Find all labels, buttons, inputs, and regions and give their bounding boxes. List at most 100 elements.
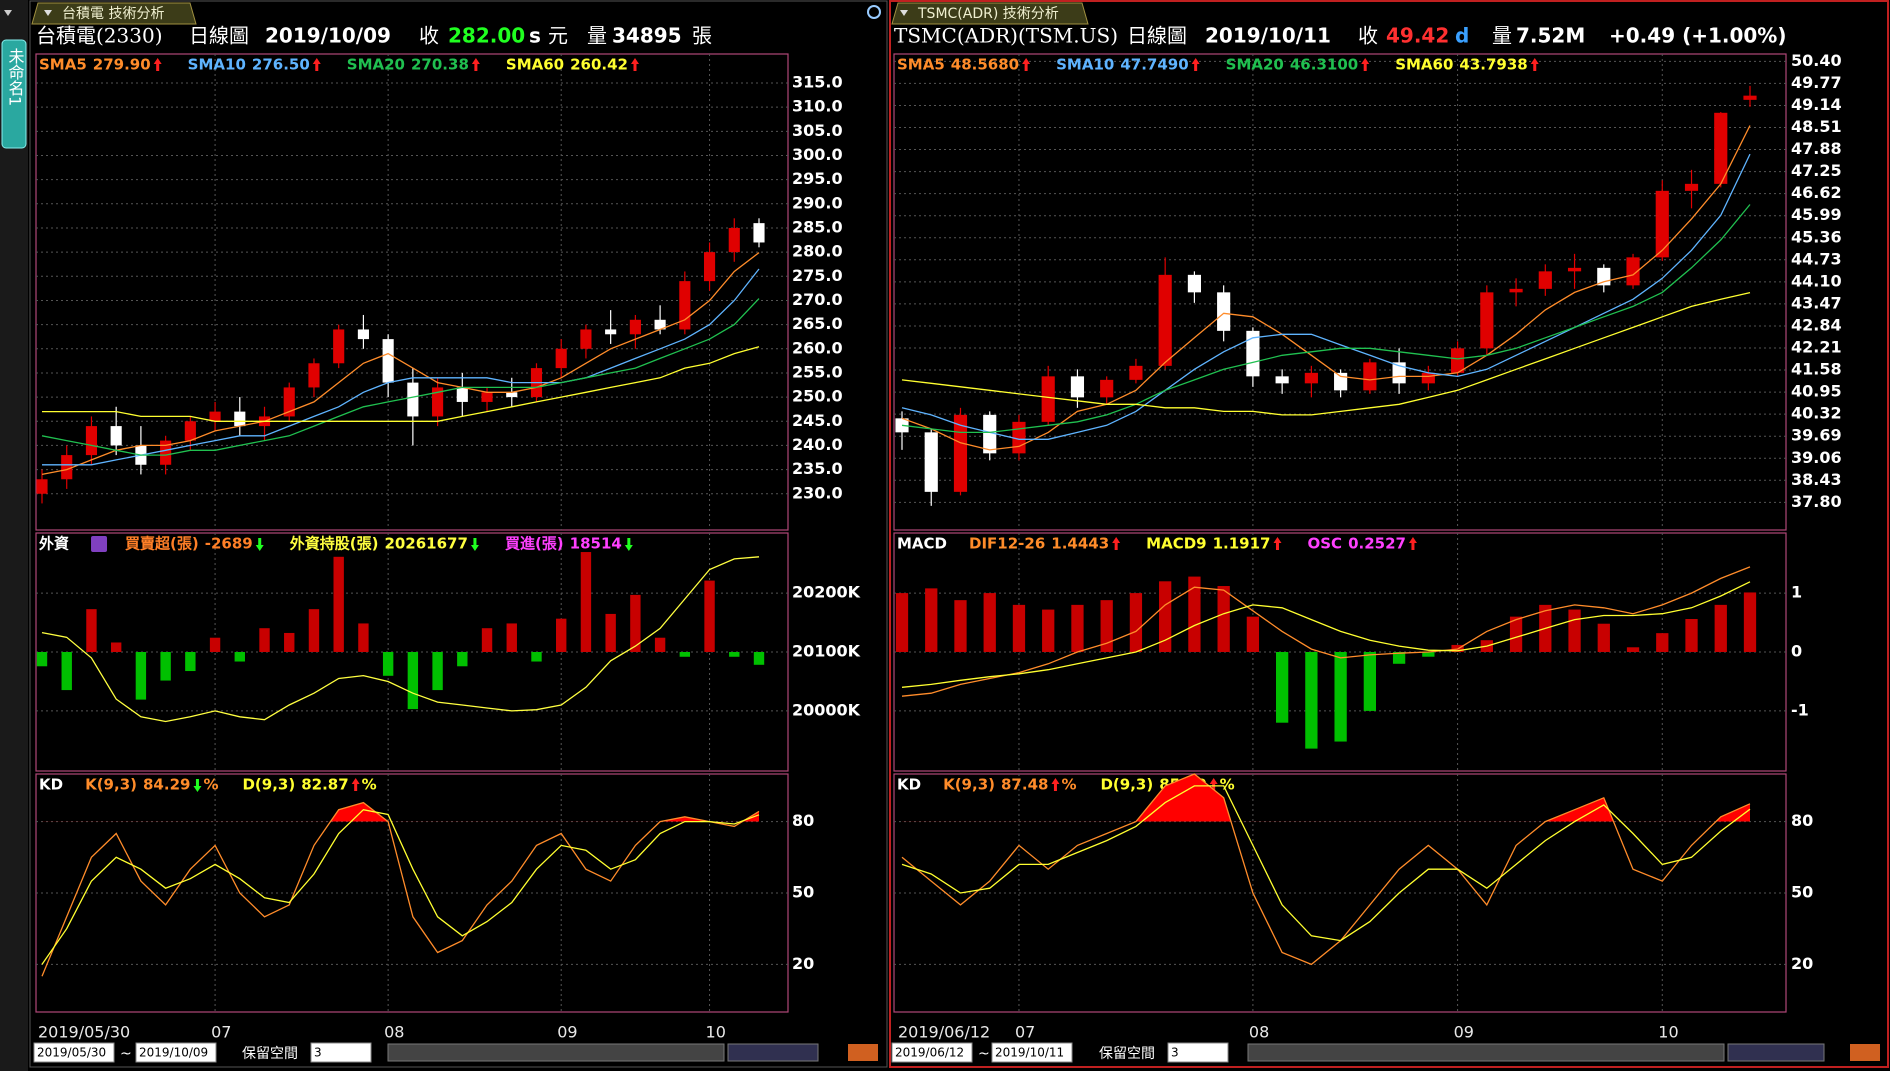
bar	[1217, 586, 1230, 652]
trend-arrow	[1273, 537, 1282, 550]
bar	[1042, 609, 1055, 652]
x-tick-label: 07	[211, 1023, 231, 1042]
bar	[1334, 652, 1347, 742]
alert-button[interactable]	[848, 1044, 878, 1061]
bar	[654, 637, 666, 652]
legend-suffix: %	[1220, 776, 1235, 794]
y-tick-label: 45.36	[1791, 227, 1842, 246]
y-tick-label: 230.0	[792, 483, 843, 502]
volume: 34895	[612, 24, 682, 48]
bar	[1159, 581, 1172, 652]
date-to-text[interactable]: 2019/10/11	[995, 1046, 1064, 1060]
reserve-value[interactable]: 3	[314, 1046, 322, 1060]
sidebar	[0, 0, 28, 1071]
date-to-text[interactable]: 2019/10/09	[139, 1046, 208, 1060]
bar	[679, 652, 691, 657]
y-tick-label: 50.40	[1791, 51, 1842, 70]
y-tick-label: 46.62	[1791, 183, 1842, 202]
date-from-text[interactable]: 2019/05/30	[37, 1046, 106, 1060]
candle-body	[654, 319, 666, 330]
alert-button[interactable]	[1850, 1044, 1880, 1061]
y-tick-label: 38.43	[1791, 470, 1842, 489]
y-tick-label: 310.0	[792, 97, 843, 116]
date-from[interactable]	[891, 1042, 973, 1063]
tab-arrow[interactable]	[44, 10, 52, 16]
series-line	[41, 556, 760, 723]
date-to[interactable]	[991, 1042, 1073, 1063]
legend-value: 1.4443	[1051, 535, 1109, 553]
window-title[interactable]: TSMC(ADR) 技術分析	[917, 6, 1059, 22]
candle-body	[1538, 271, 1552, 289]
bar	[1743, 592, 1757, 652]
scrollbar[interactable]	[387, 1043, 725, 1062]
bar	[1685, 619, 1698, 652]
nav-buttons[interactable]	[727, 1043, 819, 1062]
legend-value: 279.90	[93, 56, 151, 74]
candle-body	[1509, 288, 1523, 293]
y-tick-label: 47.88	[1791, 139, 1842, 158]
bar	[1100, 600, 1113, 652]
candle-body	[555, 348, 567, 369]
sidebar-tab[interactable]	[1, 39, 27, 149]
toolbar: 2019/05/30 ~ 2019/10/09 保留空間 3 2019/06/1…	[33, 1042, 1880, 1063]
panel: 230.0 235.0 240.0 245.0 250.0 255.0 260.0 265.0…	[35, 53, 843, 531]
bar	[1714, 604, 1727, 652]
legend-value: 82.87	[301, 776, 348, 794]
candle-body	[953, 414, 968, 492]
date-to[interactable]	[135, 1042, 217, 1063]
candle-body	[1129, 365, 1143, 380]
candle-body	[753, 223, 765, 243]
y-tick-label: 315.0	[792, 72, 843, 91]
y-tick-label: 44.73	[1791, 249, 1842, 268]
series-line	[901, 566, 1751, 697]
x-tick-label: 2019/06/12	[898, 1023, 990, 1042]
window-tab[interactable]	[31, 2, 197, 25]
bar	[185, 652, 196, 672]
y-tick-label: 305.0	[792, 121, 843, 140]
trend-arrow	[624, 538, 633, 551]
window-frame	[889, 0, 1889, 1068]
close: 49.42	[1386, 24, 1449, 48]
scrollbar[interactable]	[1247, 1043, 1725, 1062]
candle-body	[1041, 376, 1055, 422]
candle-body	[382, 339, 394, 383]
candle-body	[629, 319, 641, 335]
y-tick-label: -1	[1791, 700, 1809, 719]
panel-title: KD	[897, 776, 921, 794]
window-tab[interactable]	[891, 2, 1089, 25]
candle-body	[703, 252, 716, 282]
bar	[36, 652, 48, 667]
candle-body	[1275, 376, 1289, 384]
bar	[481, 628, 493, 652]
candle-body	[1451, 348, 1465, 373]
bar	[531, 652, 542, 662]
legend-name: SMA10	[1056, 56, 1114, 74]
y-tick-label: 47.25	[1791, 161, 1842, 180]
date-from-text[interactable]: 2019/06/12	[895, 1046, 964, 1060]
candle-body	[1626, 257, 1640, 286]
candle-body	[679, 281, 691, 330]
series-line	[41, 252, 760, 476]
reserve-input[interactable]	[310, 1042, 372, 1063]
legend-name: SMA20	[347, 56, 405, 74]
legend-name: 買賣超(張)	[125, 535, 199, 553]
nav-buttons[interactable]	[1727, 1043, 1825, 1062]
reserve-input[interactable]	[1167, 1042, 1229, 1063]
window-title[interactable]: 台積電 技術分析	[62, 6, 164, 22]
sidebar-arrow[interactable]	[4, 10, 12, 16]
bar	[1656, 633, 1669, 652]
trend-arrow	[312, 58, 321, 71]
zoom-icon[interactable]	[867, 5, 881, 19]
date-from[interactable]	[33, 1042, 115, 1063]
tab-arrow[interactable]	[900, 10, 908, 16]
bar	[333, 556, 344, 652]
sidebar-tab-label[interactable]: 未命名1	[6, 48, 25, 106]
trend-arrow	[1191, 58, 1200, 71]
reserve-value[interactable]: 3	[1171, 1046, 1179, 1060]
candle-body	[333, 329, 345, 364]
legend-name: SMA10	[188, 56, 246, 74]
candle-body	[283, 387, 295, 417]
series-line	[42, 346, 760, 422]
trend-arrow	[631, 58, 639, 71]
trend-arrow	[1022, 58, 1031, 71]
